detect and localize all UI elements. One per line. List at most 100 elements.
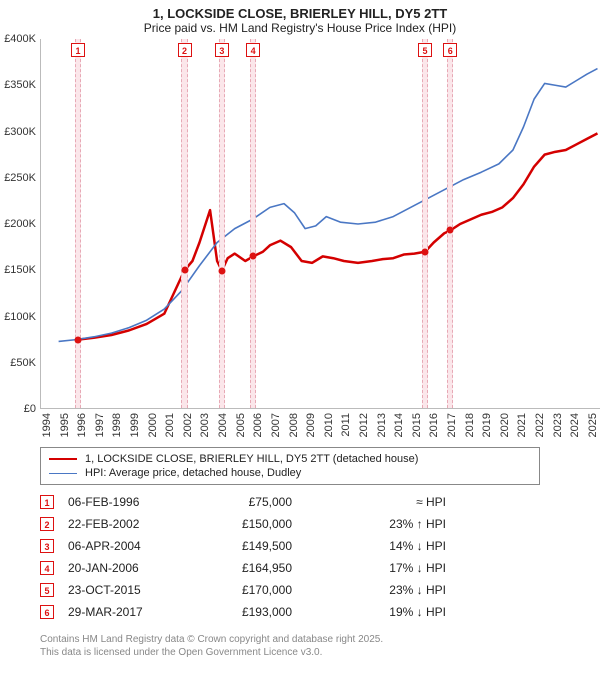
transaction-dot bbox=[447, 227, 454, 234]
y-axis-label: £250K bbox=[4, 172, 36, 184]
transaction-date: 06-FEB-1996 bbox=[68, 495, 188, 509]
transaction-price: £150,000 bbox=[202, 517, 292, 531]
x-axis-label: 2019 bbox=[481, 413, 493, 437]
legend-label: HPI: Average price, detached house, Dudl… bbox=[85, 467, 301, 479]
x-axis-label: 2011 bbox=[340, 413, 352, 437]
transaction-delta: ≈ HPI bbox=[306, 495, 446, 509]
x-axis-label: 2006 bbox=[252, 413, 264, 437]
transaction-row: 3 06-APR-2004 £149,500 14% ↓ HPI bbox=[40, 535, 560, 557]
x-axis-label: 2012 bbox=[358, 413, 370, 437]
transaction-band bbox=[422, 39, 428, 408]
transaction-delta: 14% ↓ HPI bbox=[306, 539, 446, 553]
y-axis-label: £400K bbox=[4, 33, 36, 45]
footer-line2: This data is licensed under the Open Gov… bbox=[40, 646, 600, 659]
transaction-marker: 1 bbox=[71, 43, 85, 57]
transaction-band bbox=[250, 39, 256, 408]
transaction-row: 1 06-FEB-1996 £75,000 ≈ HPI bbox=[40, 491, 560, 513]
y-axis-label: £0 bbox=[24, 403, 36, 415]
x-axis-label: 2024 bbox=[569, 413, 581, 437]
x-axis-label: 2001 bbox=[164, 413, 176, 437]
y-axis-label: £150K bbox=[4, 264, 36, 276]
transaction-delta: 19% ↓ HPI bbox=[306, 605, 446, 619]
x-axis-label: 2010 bbox=[323, 413, 335, 437]
transaction-date: 06-APR-2004 bbox=[68, 539, 188, 553]
x-axis-label: 2005 bbox=[235, 413, 247, 437]
transaction-dot bbox=[218, 267, 225, 274]
transaction-row-marker: 4 bbox=[40, 561, 54, 575]
chart-title-line2: Price paid vs. HM Land Registry's House … bbox=[10, 21, 590, 35]
chart-svg bbox=[41, 39, 600, 409]
transaction-dot bbox=[422, 248, 429, 255]
transaction-price: £193,000 bbox=[202, 605, 292, 619]
x-axis-label: 2003 bbox=[199, 413, 211, 437]
transaction-date: 22-FEB-2002 bbox=[68, 517, 188, 531]
transaction-row-marker: 5 bbox=[40, 583, 54, 597]
transaction-row-marker: 1 bbox=[40, 495, 54, 509]
x-axis-label: 2025 bbox=[587, 413, 599, 437]
x-axis-label: 2020 bbox=[499, 413, 511, 437]
transaction-band bbox=[181, 39, 187, 408]
legend-swatch bbox=[49, 473, 77, 474]
chart-area: £0£50K£100K£150K£200K£250K£300K£350K£400… bbox=[40, 39, 600, 439]
x-axis-label: 1998 bbox=[111, 413, 123, 437]
x-axis-label: 2000 bbox=[147, 413, 159, 437]
transaction-marker: 5 bbox=[418, 43, 432, 57]
transaction-marker: 3 bbox=[215, 43, 229, 57]
transaction-price: £149,500 bbox=[202, 539, 292, 553]
legend-row: HPI: Average price, detached house, Dudl… bbox=[49, 466, 531, 480]
x-axis-label: 2021 bbox=[516, 413, 528, 437]
transaction-price: £170,000 bbox=[202, 583, 292, 597]
legend-row: 1, LOCKSIDE CLOSE, BRIERLEY HILL, DY5 2T… bbox=[49, 452, 531, 466]
transaction-row: 2 22-FEB-2002 £150,000 23% ↑ HPI bbox=[40, 513, 560, 535]
transaction-dot bbox=[181, 267, 188, 274]
x-axis-label: 2016 bbox=[428, 413, 440, 437]
transaction-row-marker: 2 bbox=[40, 517, 54, 531]
y-axis-label: £300K bbox=[4, 126, 36, 138]
x-axis-label: 2002 bbox=[182, 413, 194, 437]
transaction-delta: 23% ↓ HPI bbox=[306, 583, 446, 597]
transaction-band bbox=[219, 39, 225, 408]
transaction-price: £164,950 bbox=[202, 561, 292, 575]
x-axis-label: 2008 bbox=[288, 413, 300, 437]
transaction-row: 523-OCT-2015£170,00023% ↓ HPI bbox=[40, 579, 560, 601]
transaction-dot bbox=[74, 336, 81, 343]
x-axis-label: 2007 bbox=[270, 413, 282, 437]
legend-label: 1, LOCKSIDE CLOSE, BRIERLEY HILL, DY5 2T… bbox=[85, 453, 418, 465]
transaction-row-marker: 6 bbox=[40, 605, 54, 619]
chart-title-block: 1, LOCKSIDE CLOSE, BRIERLEY HILL, DY5 2T… bbox=[0, 0, 600, 39]
x-axis-label: 2009 bbox=[305, 413, 317, 437]
x-axis-label: 1996 bbox=[76, 413, 88, 437]
x-axis-label: 2004 bbox=[217, 413, 229, 437]
x-axis-label: 2013 bbox=[376, 413, 388, 437]
transaction-delta: 17% ↓ HPI bbox=[306, 561, 446, 575]
transaction-price: £75,000 bbox=[202, 495, 292, 509]
transaction-table: 1 06-FEB-1996 £75,000 ≈ HPI 2 22-FEB-2002 £150… bbox=[40, 491, 560, 623]
x-axis-label: 1995 bbox=[59, 413, 71, 437]
y-axis-label: £100K bbox=[4, 311, 36, 323]
x-axis-label: 2017 bbox=[446, 413, 458, 437]
transaction-delta: 23% ↑ HPI bbox=[306, 517, 446, 531]
transaction-dot bbox=[250, 253, 257, 260]
legend: 1, LOCKSIDE CLOSE, BRIERLEY HILL, DY5 2T… bbox=[40, 447, 540, 485]
transaction-band bbox=[75, 39, 81, 408]
footer-line1: Contains HM Land Registry data © Crown c… bbox=[40, 633, 600, 646]
transaction-date: 20-JAN-2006 bbox=[68, 561, 188, 575]
plot-region: £0£50K£100K£150K£200K£250K£300K£350K£400… bbox=[40, 39, 600, 409]
y-axis-label: £200K bbox=[4, 218, 36, 230]
x-axis-label: 2015 bbox=[411, 413, 423, 437]
chart-title-line1: 1, LOCKSIDE CLOSE, BRIERLEY HILL, DY5 2T… bbox=[10, 6, 590, 21]
transaction-row-marker: 3 bbox=[40, 539, 54, 553]
x-axis-label: 2018 bbox=[464, 413, 476, 437]
x-axis-label: 1999 bbox=[129, 413, 141, 437]
legend-swatch bbox=[49, 458, 77, 460]
x-axis-label: 2014 bbox=[393, 413, 405, 437]
y-axis-label: £50K bbox=[10, 357, 36, 369]
x-axis-label: 2022 bbox=[534, 413, 546, 437]
transaction-marker: 6 bbox=[443, 43, 457, 57]
y-axis-label: £350K bbox=[4, 79, 36, 91]
x-axis-label: 2023 bbox=[552, 413, 564, 437]
series-hpi bbox=[59, 69, 598, 342]
transaction-date: 29-MAR-2017 bbox=[68, 605, 188, 619]
transaction-marker: 2 bbox=[178, 43, 192, 57]
x-axis-label: 1997 bbox=[94, 413, 106, 437]
